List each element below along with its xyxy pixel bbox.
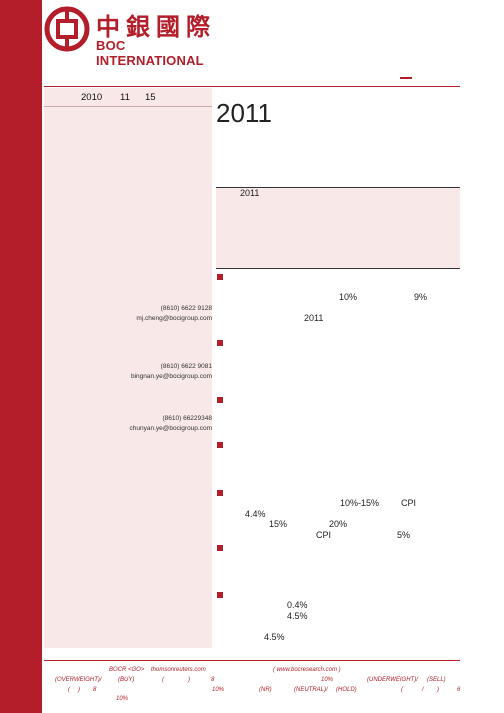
analyst-email: bingnan.ye@bocigroup.com <box>130 373 212 380</box>
analyst-contact-3: (8610) 66229348 chunyan.ye@bocigroup.com <box>130 414 212 434</box>
pct-value: 5% <box>397 530 411 540</box>
left-sidebar-panel <box>44 88 212 648</box>
summary-year: 2011 <box>240 188 260 198</box>
footer-text: 10% <box>116 696 129 702</box>
footer-text: (BUY) <box>118 677 135 683</box>
pct-value: 4.5% <box>264 632 285 642</box>
pct-value: 10% <box>339 292 358 302</box>
year-value: 2011 <box>304 313 324 323</box>
analyst-phone: (8610) 66229348 <box>162 415 212 422</box>
pct-value: 20% <box>329 519 348 529</box>
report-title: 2011 <box>216 98 272 128</box>
footer-text: (OVERWEIGHT)/ <box>55 677 102 683</box>
summary-box <box>216 187 460 269</box>
footer-text: (NR) <box>259 687 272 693</box>
footer-text: 10% <box>321 677 334 683</box>
analyst-contact-2: (8610) 6622 9081 bingnan.ye@bocigroup.co… <box>131 362 212 382</box>
footer-text: BOCR <GO> <box>109 667 145 673</box>
cpi-label: CPI <box>401 498 417 508</box>
bullet-marker <box>217 442 223 448</box>
pct-value: 9% <box>414 292 428 302</box>
bullet-marker <box>217 397 223 403</box>
bullet-marker <box>217 340 223 346</box>
side-color-bar <box>0 0 42 713</box>
boc-logo: 中銀國際 BOC INTERNATIONAL <box>44 6 228 68</box>
footer-text: 8 <box>211 677 215 683</box>
pct-value: 0.4% <box>287 600 308 610</box>
footer-text: 6 <box>457 687 461 693</box>
footer-text: (SELL) <box>427 677 446 683</box>
boc-emblem-icon <box>44 6 90 52</box>
date-month: 11 <box>120 92 130 103</box>
header-rule <box>44 86 460 87</box>
footer-text: ( <box>68 687 70 693</box>
logo-english-name: BOC INTERNATIONAL <box>96 38 204 68</box>
footer-text: ( <box>401 687 403 693</box>
footer-text: ) <box>437 687 439 693</box>
bullet-marker <box>217 592 223 598</box>
logo-chinese-name: 中銀國際 <box>96 12 216 41</box>
footer-text: ( <box>162 677 164 683</box>
analyst-contact-1: (8610) 6622 9128 mj.cheng@bocigroup.com <box>136 304 212 324</box>
pct-value: 4.5% <box>287 611 308 621</box>
footer-link[interactable]: ( www.bocresearch.com ) <box>273 667 341 673</box>
footer-text: 10% <box>212 687 225 693</box>
report-date: 2010 11 15 <box>44 88 212 107</box>
bullet-marker <box>217 490 223 496</box>
analyst-phone: (8610) 6622 9128 <box>160 305 212 312</box>
range-value: 10%-15% <box>340 498 380 508</box>
date-year: 2010 <box>81 92 103 103</box>
cpi-label: CPI <box>316 530 332 540</box>
bullet-marker <box>217 545 223 551</box>
footer-text: (NEUTRAL)/ <box>294 687 328 693</box>
bullet-marker <box>217 274 223 280</box>
analyst-email: mj.cheng@bocigroup.com <box>136 315 212 322</box>
footer-text: / <box>422 687 424 693</box>
pct-value: 15% <box>269 519 288 529</box>
footer-text: (UNDERWEIGHT)/ <box>367 677 418 683</box>
header-dash <box>400 77 412 79</box>
date-day: 15 <box>145 92 156 103</box>
footer-rule <box>44 660 460 661</box>
footer-text: thomsonreuters.com <box>151 667 206 673</box>
footer-text: ) <box>188 677 190 683</box>
analyst-email: chunyan.ye@bocigroup.com <box>129 425 212 432</box>
footer-text: ) <box>78 687 80 693</box>
pct-value: 4.4% <box>245 509 266 519</box>
footer-text: 8 <box>93 687 97 693</box>
analyst-phone: (8610) 6622 9081 <box>160 363 212 370</box>
footer-text: (HOLD) <box>336 687 357 693</box>
